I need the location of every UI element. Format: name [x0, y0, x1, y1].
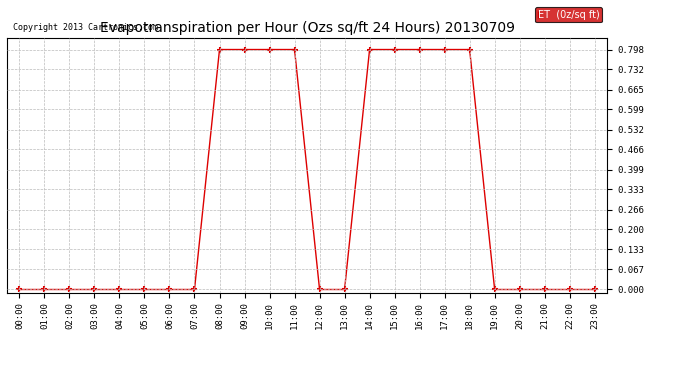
Text: Copyright 2013 Cartronics.com: Copyright 2013 Cartronics.com: [13, 23, 158, 32]
Title: Evapotranspiration per Hour (Ozs sq/ft 24 Hours) 20130709: Evapotranspiration per Hour (Ozs sq/ft 2…: [99, 21, 515, 35]
Legend: ET  (0z/sq ft): ET (0z/sq ft): [535, 7, 602, 22]
